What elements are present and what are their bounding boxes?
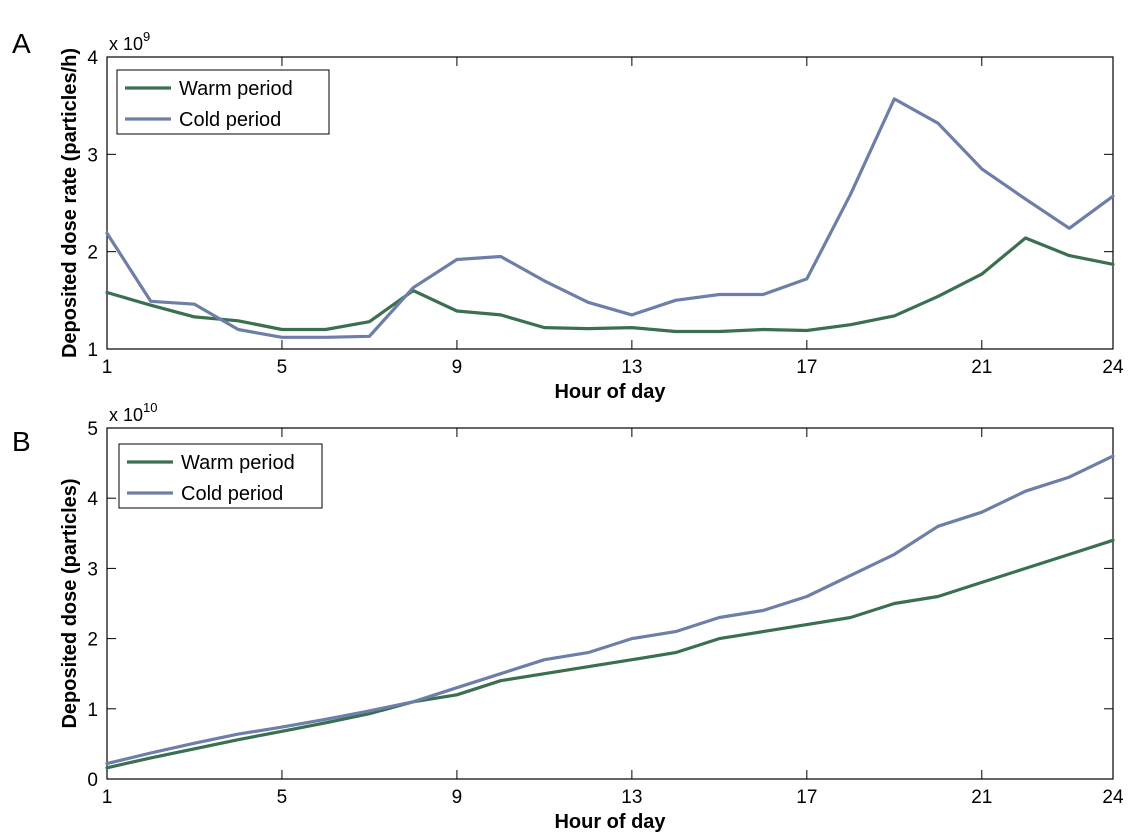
plot-frame bbox=[106, 56, 1114, 350]
chart-panel-a: A 1 5 9 13 17 21 24 1 2 3 4 x 109 Hour of day Deposite… bbox=[12, 28, 1124, 403]
x-tick-label: 17 bbox=[796, 787, 817, 808]
y-tick-label: 3 bbox=[87, 559, 98, 580]
x-tick-label: 13 bbox=[621, 357, 642, 378]
y-tick-label: 3 bbox=[87, 145, 98, 166]
x-tick-label: 5 bbox=[277, 787, 288, 808]
y-tick-label: 0 bbox=[87, 770, 98, 791]
legend: Warm period Cold period bbox=[118, 443, 323, 509]
y-tick-label: 2 bbox=[87, 243, 98, 264]
series-line-cold-period bbox=[105, 97, 1115, 339]
x-tick-label: 24 bbox=[1102, 787, 1124, 808]
x-tick-label: 9 bbox=[452, 787, 463, 808]
y-tick-label: 1 bbox=[87, 340, 98, 361]
y-tick-label: 5 bbox=[87, 419, 98, 440]
series-line-warm-period bbox=[105, 538, 1115, 770]
panel-letter: A bbox=[12, 28, 31, 59]
y-tick-label: 2 bbox=[87, 630, 98, 651]
legend-box bbox=[116, 69, 330, 135]
y-axis-label: Deposited dose rate (particles/h) bbox=[59, 48, 81, 358]
series-line-cold-period bbox=[105, 454, 1115, 766]
legend-entry: Cold period bbox=[179, 109, 281, 131]
legend-entry: Warm period bbox=[181, 452, 295, 474]
x-tick-label: 5 bbox=[277, 357, 288, 378]
x-tick-label: 1 bbox=[102, 357, 113, 378]
y-tick-label: 1 bbox=[87, 700, 98, 721]
x-tick-label: 21 bbox=[971, 357, 992, 378]
exponent-label: x 109 bbox=[109, 29, 150, 54]
x-tick-label: 24 bbox=[1102, 357, 1124, 378]
legend: Warm period Cold period bbox=[116, 69, 330, 135]
exponent-label: x 1010 bbox=[109, 400, 158, 425]
legend-entry: Warm period bbox=[179, 78, 293, 100]
x-tick-label: 17 bbox=[796, 357, 817, 378]
y-axis-label: Deposited dose (particles) bbox=[59, 478, 81, 728]
x-tick-label: 13 bbox=[621, 787, 642, 808]
legend-box bbox=[118, 443, 323, 509]
y-tick-label: 4 bbox=[87, 48, 98, 69]
panel-letter: B bbox=[12, 426, 31, 457]
series-line-warm-period bbox=[105, 236, 1115, 334]
y-tick-label: 4 bbox=[87, 489, 98, 510]
x-tick-label: 9 bbox=[452, 357, 463, 378]
x-tick-label: 21 bbox=[971, 787, 992, 808]
legend-entry: Cold period bbox=[181, 483, 283, 505]
x-axis-label: Hour of day bbox=[554, 811, 666, 833]
plot-frame bbox=[106, 427, 1114, 780]
x-tick-label: 1 bbox=[102, 787, 113, 808]
x-axis-label: Hour of day bbox=[554, 381, 666, 403]
